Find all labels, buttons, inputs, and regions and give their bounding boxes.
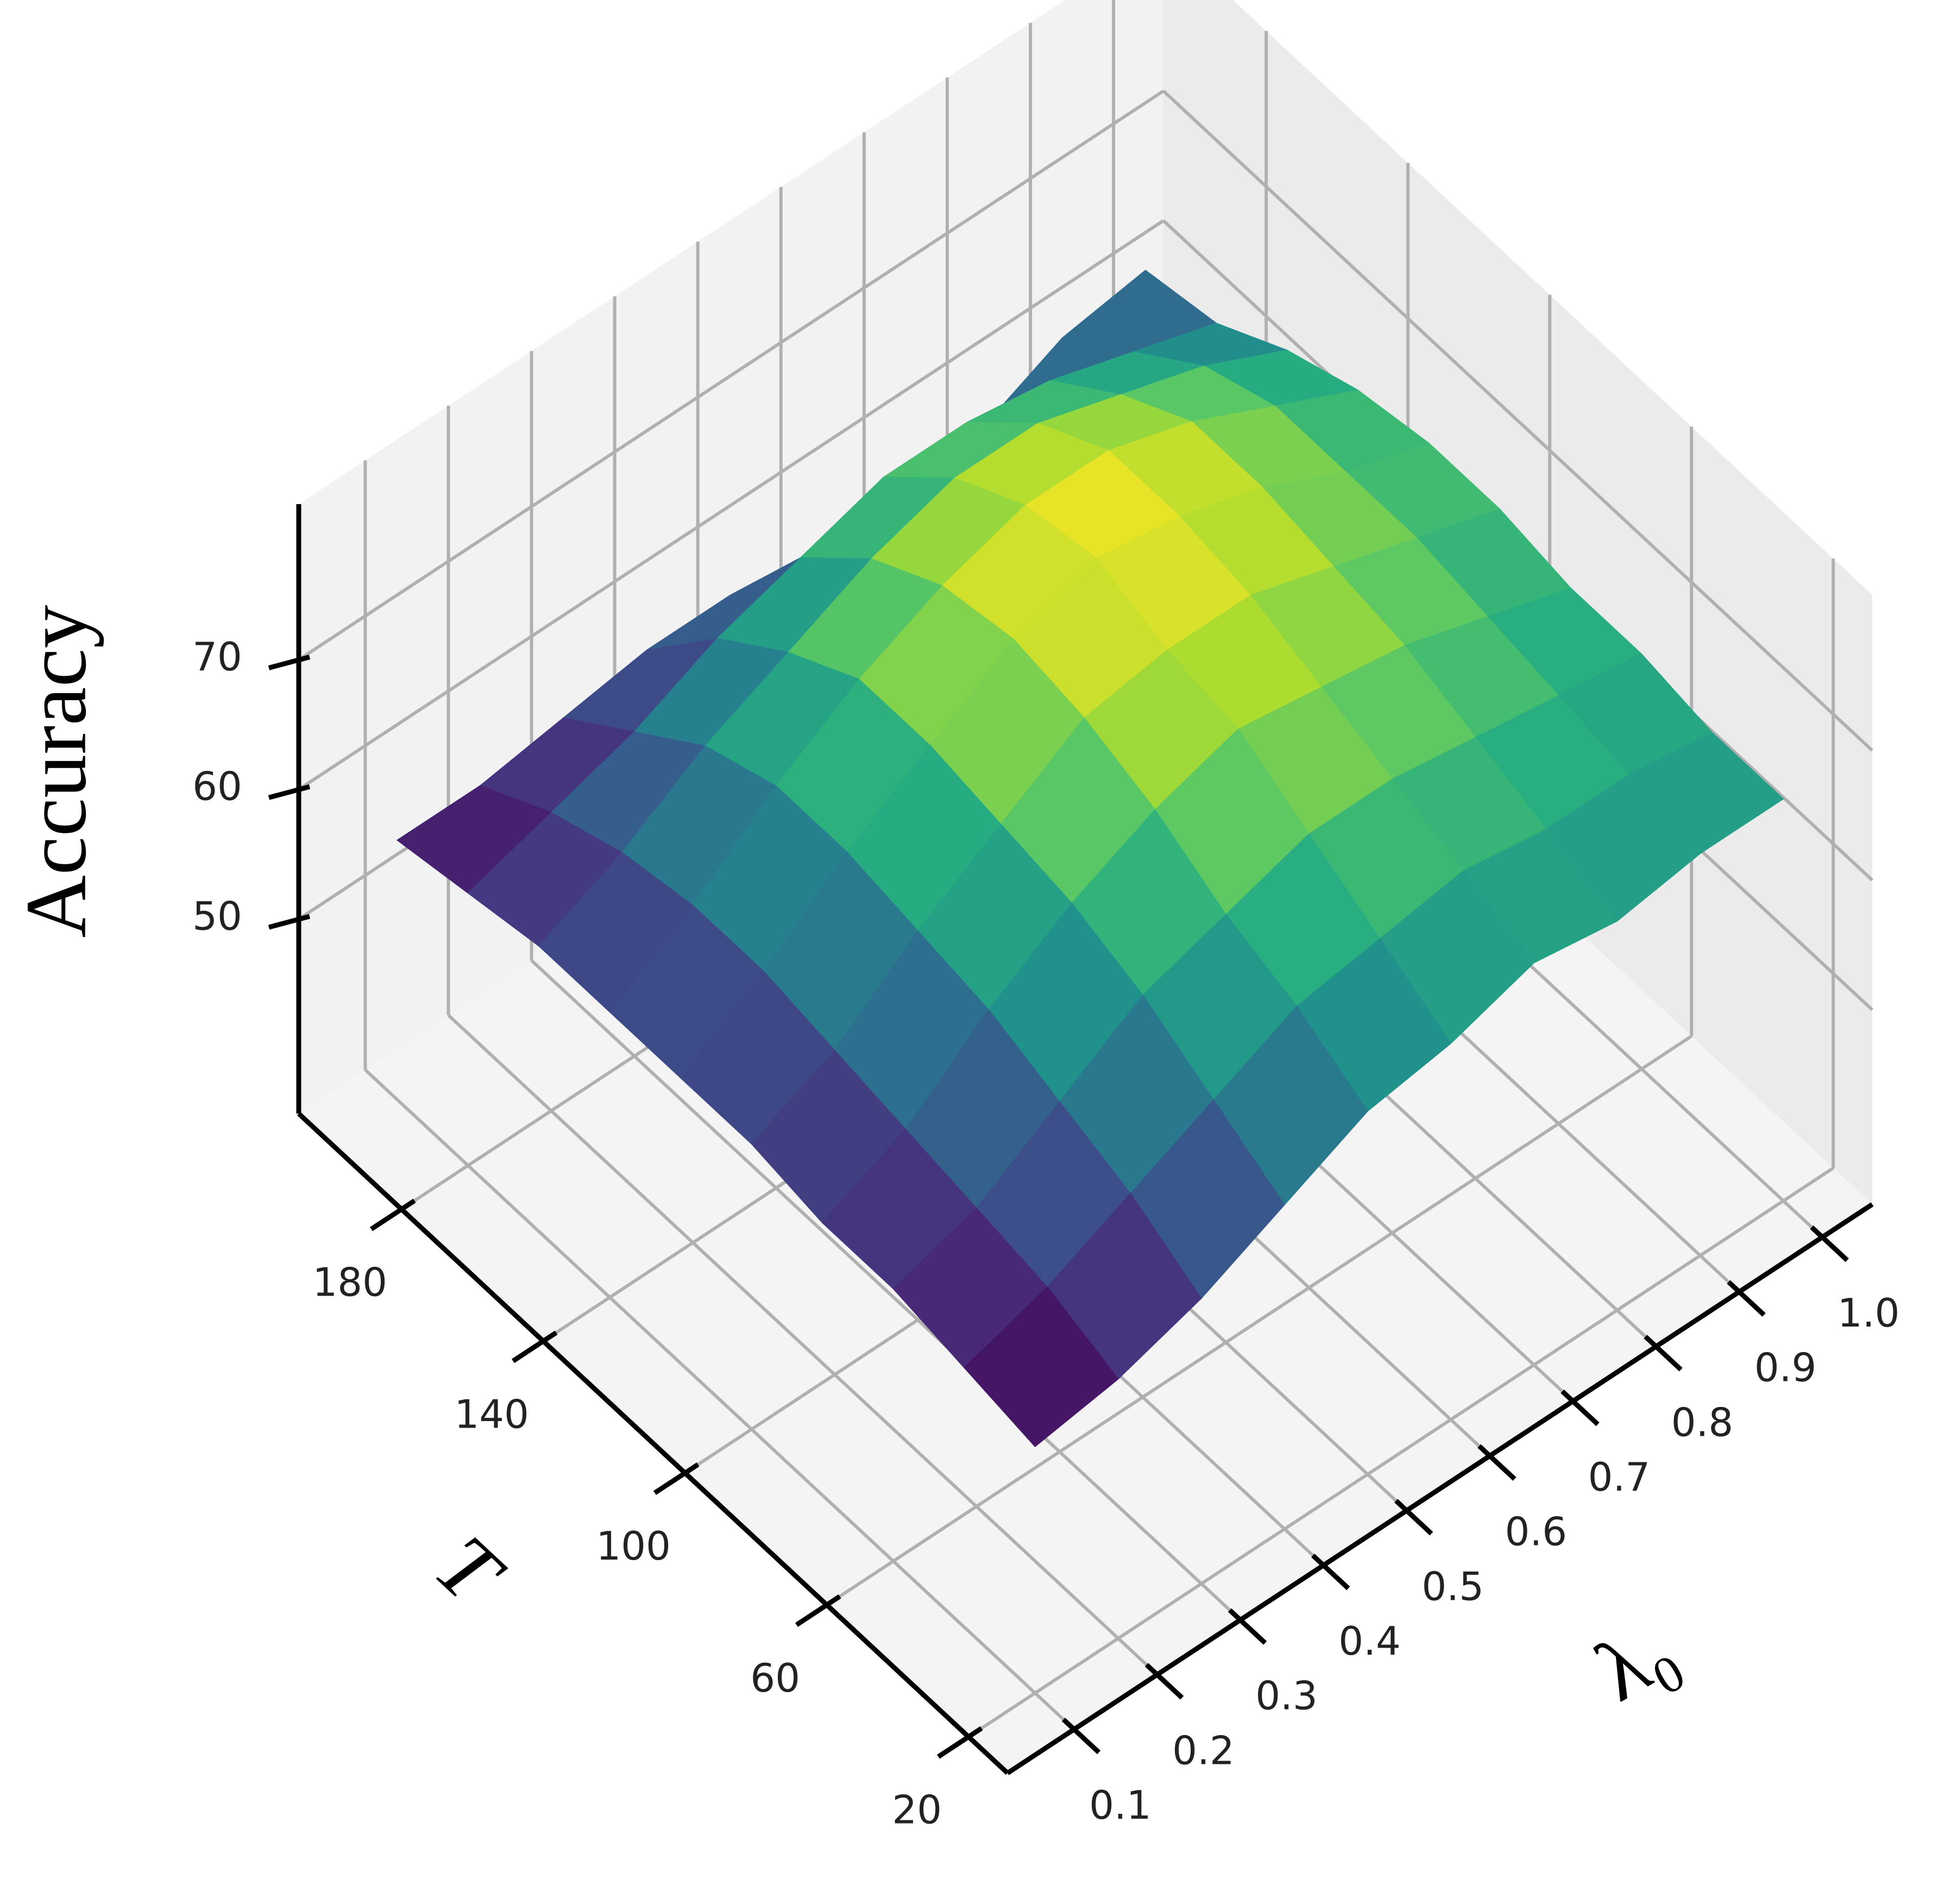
y-tick: [653, 1462, 700, 1495]
y-tick: [370, 1198, 416, 1231]
y-tick: [512, 1330, 558, 1363]
z-tick-label: 70: [192, 634, 242, 680]
x-axis-label: λ₀: [1580, 1600, 1691, 1720]
z-tick-label: 60: [192, 764, 242, 809]
y-tick-label: 20: [892, 1787, 942, 1833]
grid-line: [1162, 90, 1874, 752]
y-tick-label: 140: [455, 1391, 529, 1437]
x-tick-label: 1.0: [1837, 1290, 1900, 1336]
x-tick-label: 0.5: [1422, 1563, 1484, 1609]
x-tick-label: 0.7: [1588, 1454, 1651, 1500]
z-axis-label: Accuracy: [8, 605, 104, 938]
y-tick: [937, 1726, 983, 1759]
x-tick-label: 0.2: [1172, 1727, 1235, 1773]
x-tick: [1477, 1444, 1516, 1481]
z-tick-label: 50: [192, 893, 242, 939]
surface-face: [964, 1286, 1119, 1448]
y-axis-label: T: [418, 1517, 523, 1624]
x-tick: [1228, 1608, 1267, 1645]
x-tick-label: 0.1: [1089, 1782, 1151, 1828]
x-tick: [1394, 1499, 1433, 1536]
x-tick: [1144, 1663, 1184, 1700]
z-tick: [268, 655, 311, 670]
x-tick-label: 0.3: [1255, 1673, 1318, 1719]
x-tick: [1810, 1225, 1849, 1262]
y-tick-label: 180: [313, 1260, 387, 1305]
grid-line: [447, 1014, 1159, 1676]
grid-line: [298, 89, 1165, 661]
x-tick-label: 0.9: [1754, 1345, 1817, 1391]
x-tick-label: 0.6: [1505, 1509, 1568, 1555]
x-tick-label: 0.8: [1671, 1399, 1734, 1445]
x-tick: [1061, 1717, 1101, 1755]
z-tick: [268, 914, 311, 930]
x-axis-line: [1006, 1202, 1874, 1775]
grid-line: [364, 1069, 1075, 1731]
y-tick-label: 60: [750, 1655, 800, 1701]
x-tick: [1727, 1280, 1766, 1317]
x-tick: [1311, 1553, 1350, 1591]
grid-line: [530, 959, 1242, 1622]
x-tick-label: 0.4: [1338, 1618, 1401, 1664]
y-tick-label: 100: [596, 1523, 671, 1569]
y-axis-line: [297, 1111, 1010, 1775]
x-tick: [1644, 1335, 1683, 1372]
x-tick: [1560, 1389, 1600, 1427]
grid-line: [298, 219, 1165, 791]
grid-line: [826, 1034, 1692, 1606]
z-tick: [268, 784, 311, 800]
y-tick: [795, 1594, 841, 1627]
grid-line: [967, 1166, 1834, 1738]
